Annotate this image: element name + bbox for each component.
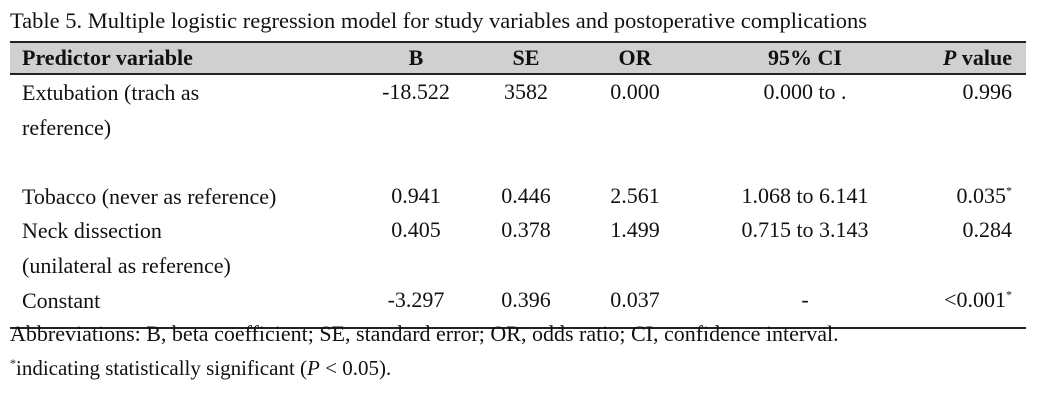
table-header-row: Predictor variable B SE OR 95% CI P valu… [10, 43, 1026, 75]
row-se: 0.446 [501, 183, 551, 208]
header-ci: 95% CI [768, 45, 842, 70]
row-predictor-line1: Neck dissection [22, 218, 162, 243]
row-p-value: 0.284 [962, 217, 1013, 242]
row-predictor: Constant [22, 288, 101, 313]
header-se: SE [512, 45, 540, 70]
significance-mark: * [10, 356, 16, 370]
row-se: 0.396 [501, 287, 551, 312]
header-p-rest: value [956, 45, 1012, 70]
row-p-mark: * [1006, 183, 1012, 198]
row-se: 0.378 [501, 217, 551, 242]
row-predictor: Tobacco (never as reference) [22, 184, 277, 209]
significance-footnote: *indicating statistically significant (P… [10, 356, 391, 381]
row-p-mark: * [1006, 287, 1012, 302]
header-or: OR [618, 45, 652, 70]
row-or: 0.000 [610, 79, 660, 104]
significance-post: < 0.05). [319, 356, 392, 380]
row-se: 3582 [504, 79, 548, 104]
row-b: 0.941 [391, 183, 441, 208]
significance-p-italic: P [307, 356, 320, 380]
row-p: 0.035* [957, 183, 1013, 209]
table-row: Constant -3.297 0.396 0.037 - <0.001* [10, 283, 1026, 327]
regression-table: Predictor variable B SE OR 95% CI P valu… [10, 41, 1026, 329]
row-ci: 1.068 to 6.141 [741, 183, 869, 208]
row-or: 0.037 [610, 287, 660, 312]
row-predictor: Extubation (trach as reference) [22, 75, 199, 145]
abbreviations-footnote: Abbreviations: B, beta coefficient; SE, … [10, 321, 839, 346]
row-b: 0.405 [391, 217, 441, 242]
row-p-value: 0.035 [956, 183, 1007, 208]
row-predictor-line2: (unilateral as reference) [22, 253, 231, 278]
row-predictor-line2: reference) [22, 115, 112, 140]
row-predictor: Neck dissection (unilateral as reference) [22, 213, 231, 283]
table-row: Neck dissection (unilateral as reference)… [10, 213, 1026, 283]
row-ci: 0.715 to 3.143 [741, 217, 869, 242]
table-row: Extubation (trach as reference) -18.522 3… [10, 75, 1026, 179]
row-p-value: 0.996 [962, 79, 1013, 104]
row-p: 0.996 [963, 79, 1013, 105]
row-p: 0.284 [963, 217, 1013, 243]
row-ci: 0.000 to . [763, 79, 847, 104]
row-b: -18.522 [382, 79, 450, 104]
row-ci: - [801, 287, 809, 312]
row-predictor-line1: Extubation (trach as [22, 80, 200, 105]
row-p-value: <0.001 [944, 287, 1006, 312]
row-or: 2.561 [610, 183, 660, 208]
header-p-italic: P [942, 45, 957, 70]
table-row: Tobacco (never as reference) 0.941 0.446… [10, 179, 1026, 213]
row-b: -3.297 [387, 287, 445, 312]
header-b: B [408, 45, 424, 70]
header-p-value: P value [943, 45, 1012, 71]
header-predictor: Predictor variable [22, 45, 193, 70]
row-or: 1.499 [610, 217, 660, 242]
table-caption: Table 5. Multiple logistic regression mo… [10, 8, 867, 33]
significance-pre: indicating statistically significant ( [16, 356, 308, 380]
row-p: <0.001* [944, 287, 1012, 313]
